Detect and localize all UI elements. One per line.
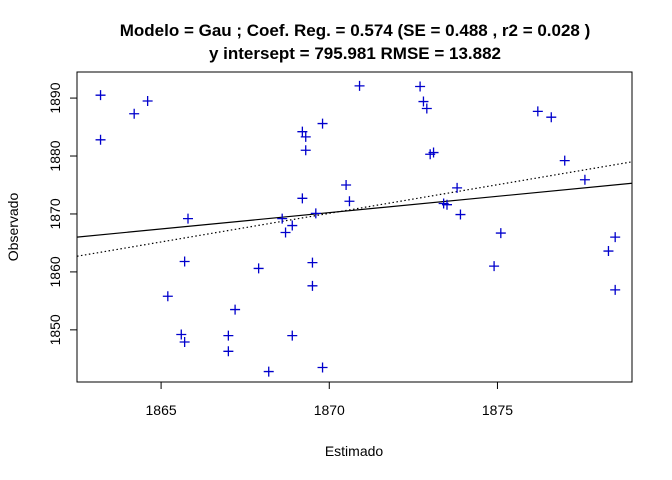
data-point xyxy=(610,284,621,295)
data-point xyxy=(95,134,106,145)
data-point xyxy=(300,145,311,156)
plot-frame xyxy=(76,71,633,383)
data-point xyxy=(452,182,463,193)
data-point xyxy=(418,96,429,107)
data-point xyxy=(179,256,190,267)
data-point xyxy=(297,193,308,204)
data-point xyxy=(421,103,432,114)
data-point xyxy=(307,280,318,291)
data-point xyxy=(297,126,308,137)
data-point xyxy=(95,90,106,101)
data-point xyxy=(579,174,590,185)
y-tick-label: 1850 xyxy=(47,314,63,345)
data-point xyxy=(142,95,153,106)
data-point xyxy=(341,179,352,190)
data-point xyxy=(455,209,466,220)
data-point xyxy=(277,213,288,224)
data-point xyxy=(317,118,328,129)
data-point xyxy=(532,106,543,117)
data-point xyxy=(317,362,328,373)
data-point xyxy=(223,346,234,357)
data-point xyxy=(495,228,506,239)
data-point xyxy=(442,199,452,210)
chart-title-line2: y intersept = 795.981 RMSE = 13.882 xyxy=(209,44,501,63)
data-point xyxy=(129,108,140,119)
y-tick-label: 1880 xyxy=(47,140,63,171)
points-layer xyxy=(95,80,621,377)
y-tick-label: 1890 xyxy=(47,82,63,113)
data-point xyxy=(428,147,439,158)
data-point xyxy=(287,330,298,341)
data-point xyxy=(559,155,570,166)
chart-title-line1: Modelo = Gau ; Coef. Reg. = 0.574 (SE = … xyxy=(120,21,591,40)
y-tick-label: 1860 xyxy=(47,256,63,287)
lines-layer xyxy=(77,161,632,257)
data-point xyxy=(263,366,274,377)
data-point xyxy=(489,261,500,272)
data-point xyxy=(162,291,173,302)
data-point xyxy=(179,337,190,348)
data-point xyxy=(287,220,298,231)
data-point xyxy=(176,329,187,340)
data-point xyxy=(354,80,365,91)
data-point xyxy=(223,330,234,341)
data-point xyxy=(300,131,311,142)
x-axis-label: Estimado xyxy=(325,443,384,459)
identity-line xyxy=(77,161,632,257)
data-point xyxy=(546,112,557,123)
data-point xyxy=(183,213,193,224)
x-tick-label: 1875 xyxy=(482,402,513,418)
data-point xyxy=(230,304,241,315)
data-point xyxy=(253,263,264,274)
regression-line xyxy=(77,182,632,238)
x-tick-label: 1865 xyxy=(146,402,177,418)
data-point xyxy=(603,246,614,257)
x-axis: 1865 1870 1875 xyxy=(146,381,513,418)
y-axis: 1850 1860 1870 1880 1890 xyxy=(47,82,78,345)
data-point xyxy=(415,81,426,92)
y-axis-label: Observado xyxy=(5,193,21,262)
data-point xyxy=(280,227,291,238)
y-tick-label: 1870 xyxy=(47,198,63,229)
data-point xyxy=(307,257,318,268)
x-tick-label: 1870 xyxy=(314,402,345,418)
data-point xyxy=(610,232,621,243)
data-point xyxy=(310,208,321,219)
data-point xyxy=(344,196,355,207)
